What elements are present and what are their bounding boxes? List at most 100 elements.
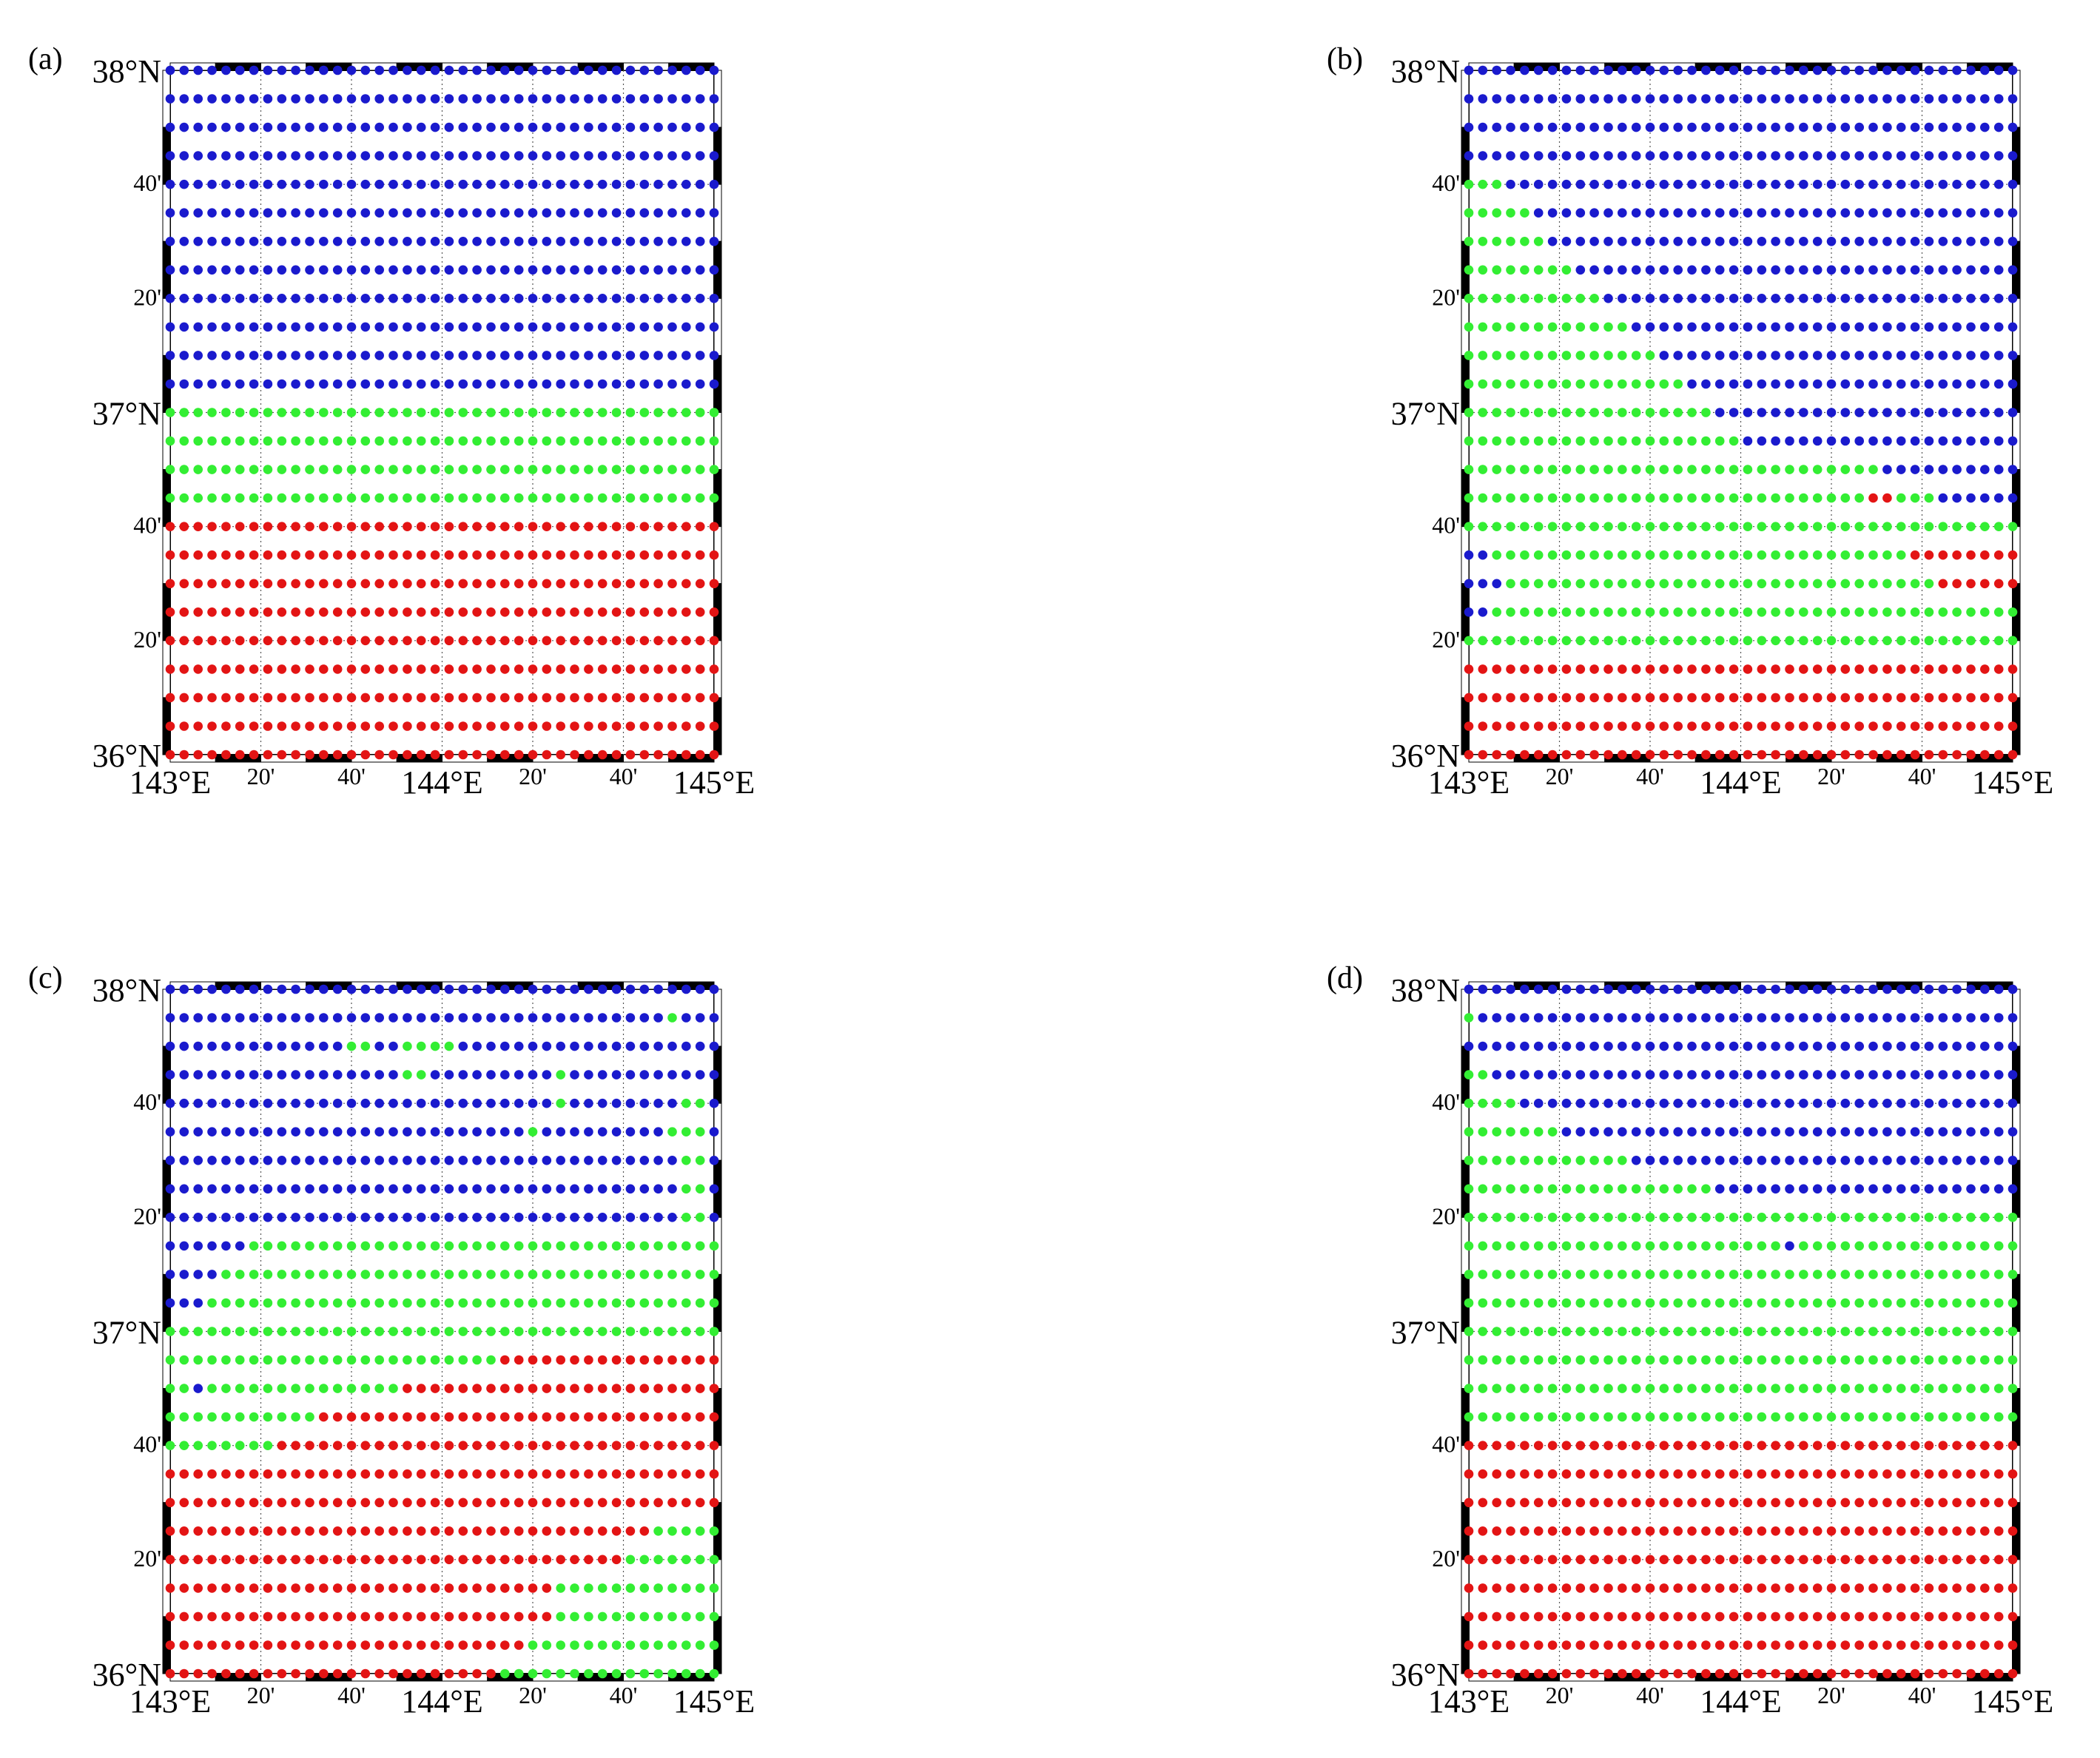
grid-point	[249, 436, 259, 446]
lon-tick-label: 144°E	[401, 764, 482, 801]
grid-point	[249, 579, 259, 589]
grid-point	[1952, 1526, 1962, 1536]
grid-point	[1938, 984, 1948, 994]
grid-point	[2008, 1498, 2018, 1508]
grid-point	[1714, 1526, 1725, 1536]
grid-point	[486, 1241, 496, 1251]
grid-point	[1896, 1384, 1906, 1393]
grid-point	[682, 122, 691, 132]
grid-point	[1575, 94, 1586, 104]
grid-point	[263, 1640, 273, 1650]
grid-point	[1520, 1441, 1529, 1450]
grid-point	[472, 1384, 482, 1393]
grid-point	[319, 351, 329, 360]
grid-point	[1714, 1412, 1725, 1422]
grid-point	[165, 636, 175, 646]
grid-point	[709, 636, 719, 646]
grid-point	[165, 693, 175, 703]
grid-point	[1868, 436, 1878, 446]
grid-point	[291, 151, 300, 161]
lat-tick-label: 38°N	[1391, 53, 1460, 90]
grid-point	[360, 1441, 371, 1450]
grid-point	[1575, 1668, 1586, 1679]
grid-point	[1492, 579, 1501, 589]
grid-point	[444, 522, 454, 531]
grid-point	[1743, 1384, 1753, 1393]
grid-point	[1896, 1583, 1906, 1593]
grid-point	[291, 693, 300, 703]
grid-point	[625, 750, 636, 760]
grid-point	[1882, 1298, 1892, 1308]
grid-point	[556, 1555, 565, 1565]
grid-point	[667, 1640, 677, 1650]
grid-point	[360, 1041, 371, 1051]
grid-point	[1938, 1640, 1948, 1650]
grid-point	[1938, 1469, 1948, 1479]
grid-point	[1729, 94, 1739, 104]
grid-point	[1826, 522, 1837, 531]
grid-point	[1520, 408, 1529, 417]
grid-point	[305, 550, 314, 560]
grid-point	[1631, 408, 1641, 417]
grid-point	[2008, 294, 2018, 303]
grid-point	[1533, 465, 1544, 474]
grid-point	[1952, 208, 1962, 218]
grid-point	[1687, 237, 1697, 246]
lon-tick-label: 143°E	[129, 764, 211, 801]
grid-point	[1547, 1041, 1558, 1051]
grid-point	[193, 237, 203, 246]
grid-point	[1938, 1241, 1948, 1251]
grid-point	[695, 693, 705, 703]
grid-point	[1938, 65, 1948, 75]
grid-point	[235, 294, 245, 303]
grid-point	[1520, 1241, 1529, 1251]
grid-point	[1645, 408, 1655, 417]
grid-point	[542, 1412, 552, 1422]
grid-point	[500, 1184, 510, 1194]
grid-point	[1868, 1184, 1878, 1194]
grid-point	[1520, 984, 1529, 994]
grid-point	[207, 1327, 217, 1336]
grid-point	[1492, 493, 1501, 503]
grid-point	[1673, 636, 1683, 646]
grid-point	[611, 151, 622, 161]
grid-point	[263, 1412, 273, 1422]
grid-point	[1714, 94, 1725, 104]
grid-point	[305, 465, 314, 474]
grid-point	[472, 1298, 482, 1308]
grid-point	[1743, 1041, 1753, 1051]
grid-point	[1771, 1526, 1780, 1536]
grid-point	[1561, 550, 1572, 560]
grid-point	[639, 1583, 650, 1593]
grid-point	[695, 1070, 705, 1080]
grid-point	[1966, 579, 1976, 589]
grid-point	[1910, 465, 1920, 474]
grid-point	[388, 94, 398, 104]
grid-point	[514, 1098, 524, 1108]
grid-point	[1478, 1213, 1488, 1222]
grid-point	[2008, 493, 2018, 503]
grid-point	[263, 1612, 273, 1622]
grid-point	[1618, 1184, 1627, 1194]
grid-point	[667, 1041, 677, 1051]
grid-point	[1561, 664, 1572, 674]
grid-point	[1854, 1270, 1864, 1279]
grid-point	[319, 122, 329, 132]
grid-point	[1561, 1640, 1572, 1650]
grid-point	[430, 122, 440, 132]
grid-point	[709, 208, 719, 218]
grid-point	[1980, 1355, 1990, 1365]
grid-point	[472, 721, 482, 731]
grid-point	[388, 1668, 398, 1679]
grid-point	[1645, 122, 1655, 132]
grid-point	[1673, 179, 1683, 189]
grid-point	[1701, 607, 1711, 617]
grid-point	[1603, 1555, 1613, 1565]
grid-point	[403, 664, 412, 674]
grid-point	[1771, 1156, 1780, 1165]
grid-point	[1840, 1526, 1851, 1536]
panel-label: (b)	[1327, 42, 1363, 76]
grid-point	[277, 1070, 287, 1080]
grid-point	[500, 721, 510, 731]
grid-point	[263, 1355, 273, 1365]
